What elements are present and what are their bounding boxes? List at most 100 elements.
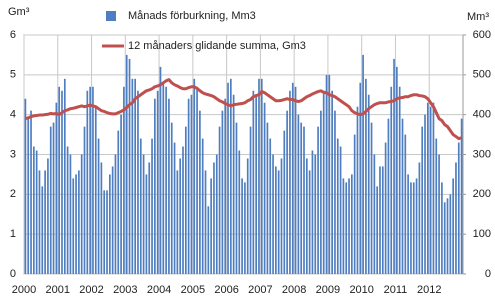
bar bbox=[393, 58, 395, 275]
bar bbox=[390, 86, 393, 275]
bar bbox=[398, 86, 401, 275]
bar bbox=[30, 110, 32, 274]
bar bbox=[128, 58, 131, 275]
bar bbox=[345, 182, 348, 274]
bar bbox=[438, 154, 440, 274]
bar bbox=[311, 150, 314, 274]
bar bbox=[269, 138, 272, 274]
bar bbox=[184, 126, 187, 274]
bar bbox=[103, 190, 106, 274]
bar bbox=[387, 118, 390, 275]
bar bbox=[429, 106, 432, 274]
y2-tick-label: 100 bbox=[473, 228, 491, 240]
bar bbox=[452, 178, 454, 274]
bar bbox=[92, 86, 94, 275]
y-tick-label: 0 bbox=[10, 268, 16, 280]
bar bbox=[190, 94, 193, 274]
bar bbox=[328, 74, 331, 274]
y-unit: Gm³ bbox=[8, 6, 30, 18]
bar bbox=[215, 154, 218, 274]
bar bbox=[325, 74, 328, 274]
bar bbox=[218, 126, 221, 274]
bar bbox=[305, 158, 308, 274]
bar bbox=[72, 178, 75, 274]
bar bbox=[426, 102, 429, 274]
bar bbox=[275, 166, 277, 274]
y-tick-label: 5 bbox=[10, 69, 16, 81]
bar bbox=[49, 126, 52, 274]
bar bbox=[24, 98, 27, 274]
bar bbox=[176, 170, 179, 274]
bar bbox=[108, 174, 111, 274]
bar bbox=[229, 78, 232, 274]
bar bbox=[441, 182, 443, 274]
bar bbox=[44, 170, 46, 274]
bar bbox=[134, 78, 137, 274]
bar bbox=[145, 174, 148, 274]
bar bbox=[38, 170, 41, 274]
bar bbox=[187, 98, 190, 274]
bar bbox=[415, 178, 418, 274]
bar bbox=[201, 138, 204, 274]
x-tick-label: 2010 bbox=[349, 284, 373, 296]
legend-label: 12 månaders glidande summa, Gm3 bbox=[128, 40, 306, 52]
bar bbox=[173, 142, 176, 274]
bar bbox=[297, 114, 300, 275]
bar bbox=[258, 78, 260, 274]
bar bbox=[356, 106, 359, 274]
x-tick-label: 2001 bbox=[46, 284, 70, 296]
bar bbox=[303, 126, 305, 274]
bar bbox=[41, 186, 44, 274]
bar bbox=[249, 126, 252, 274]
bar bbox=[443, 202, 446, 274]
bar bbox=[350, 174, 353, 274]
bar bbox=[123, 86, 125, 275]
bar bbox=[348, 178, 350, 274]
bar bbox=[277, 170, 280, 274]
bar bbox=[210, 178, 212, 274]
bar bbox=[182, 146, 184, 274]
bar bbox=[224, 98, 227, 274]
bar bbox=[213, 162, 215, 274]
bar bbox=[280, 158, 283, 274]
y2-tick-label: 500 bbox=[473, 69, 491, 81]
bar bbox=[66, 146, 69, 274]
y-tick-label: 4 bbox=[10, 109, 16, 121]
x-tick-label: 2003 bbox=[113, 284, 137, 296]
bar bbox=[83, 126, 86, 274]
bar bbox=[232, 94, 235, 274]
bar bbox=[260, 78, 263, 274]
bar bbox=[179, 158, 182, 274]
bar bbox=[106, 190, 108, 274]
bar bbox=[294, 86, 297, 275]
y-tick-label: 6 bbox=[10, 29, 16, 41]
x-tick-label: 2012 bbox=[417, 284, 441, 296]
bar bbox=[246, 158, 249, 274]
x-tick-label: 2011 bbox=[384, 284, 408, 296]
bar bbox=[61, 90, 63, 275]
bar bbox=[308, 170, 311, 274]
bar bbox=[131, 78, 134, 274]
bar bbox=[139, 138, 142, 274]
bar bbox=[418, 162, 421, 274]
bar bbox=[97, 138, 100, 274]
bar bbox=[266, 122, 269, 274]
y2-unit: Mm³ bbox=[467, 11, 489, 23]
y-tick-label: 2 bbox=[10, 188, 16, 200]
bar bbox=[336, 138, 339, 274]
bar bbox=[286, 110, 288, 274]
bar bbox=[100, 162, 103, 274]
bar bbox=[367, 94, 370, 274]
bar bbox=[156, 90, 159, 275]
bar bbox=[342, 178, 345, 274]
bar bbox=[165, 86, 167, 275]
bar bbox=[162, 82, 165, 274]
bar bbox=[120, 114, 122, 275]
bar bbox=[227, 82, 229, 274]
bar bbox=[168, 98, 170, 274]
bar bbox=[58, 86, 61, 275]
bar bbox=[148, 162, 151, 274]
bar bbox=[33, 146, 35, 274]
y2-tick-label: 300 bbox=[473, 148, 491, 160]
bar bbox=[75, 174, 77, 274]
